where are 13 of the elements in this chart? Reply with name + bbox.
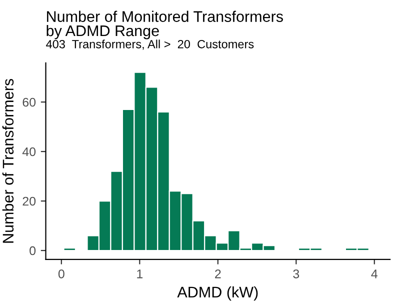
y-tick-label: 20 [22,196,36,206]
x-tick-label: 2 [215,269,221,278]
x-tick-label: 0 [58,269,64,278]
y-axis-title: Number of Transformers [2,78,14,243]
y-tick-label: 40 [22,147,36,156]
x-tick-label: 3 [293,269,300,278]
y-tick-label: 60 [22,98,36,107]
y-tick-label: 0 [30,246,36,256]
x-tick-label: 1 [137,270,143,278]
x-axis-title: ADMD (kW) [177,286,258,301]
chart-subtitle: 403 Transformers, All > 20 Customers [46,40,254,50]
x-tick-label: 4 [371,270,378,278]
chart-title: Number of Monitored Transformers by ADMD Range [46,10,283,40]
